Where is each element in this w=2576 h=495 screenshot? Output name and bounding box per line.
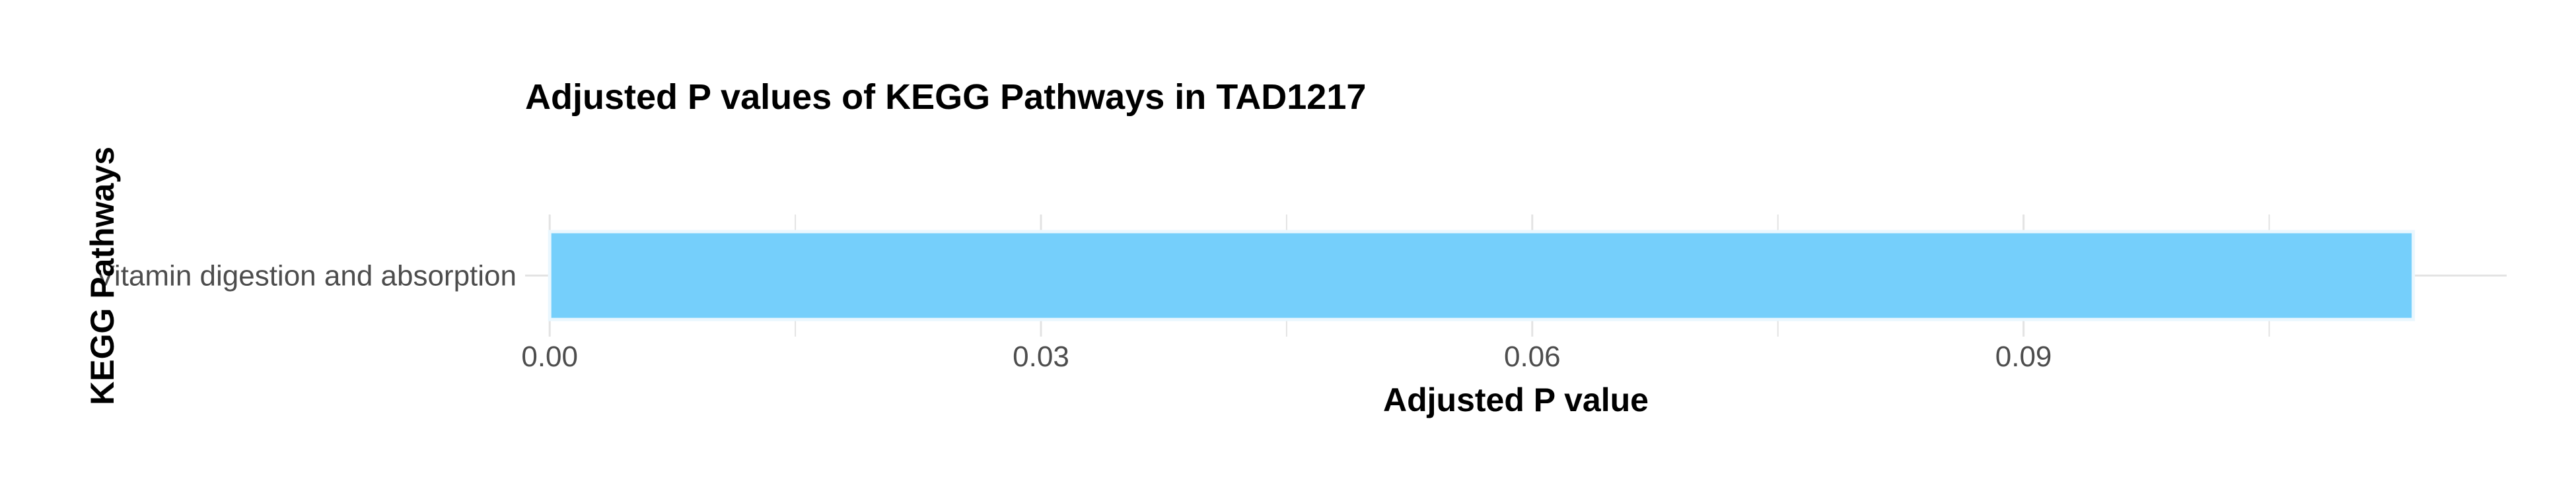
- x-tick-label: 0.00: [521, 341, 578, 373]
- bar: [548, 230, 2415, 321]
- y-category-labels: Vitamin digestion and absorption: [95, 260, 517, 292]
- chart-title: Adjusted P values of KEGG Pathways in TA…: [525, 77, 1366, 117]
- y-axis-title: KEGG Pathways: [84, 147, 121, 405]
- x-tick-labels: 0.00 0.03 0.06 0.09: [521, 341, 2052, 373]
- y-category-label: Vitamin digestion and absorption: [95, 260, 517, 292]
- x-tick-label: 0.06: [1504, 341, 1561, 373]
- x-tick-label: 0.03: [1013, 341, 1069, 373]
- x-axis-title: Adjusted P value: [1383, 381, 1649, 418]
- x-tick-label: 0.09: [1995, 341, 2052, 373]
- bars: [548, 230, 2415, 321]
